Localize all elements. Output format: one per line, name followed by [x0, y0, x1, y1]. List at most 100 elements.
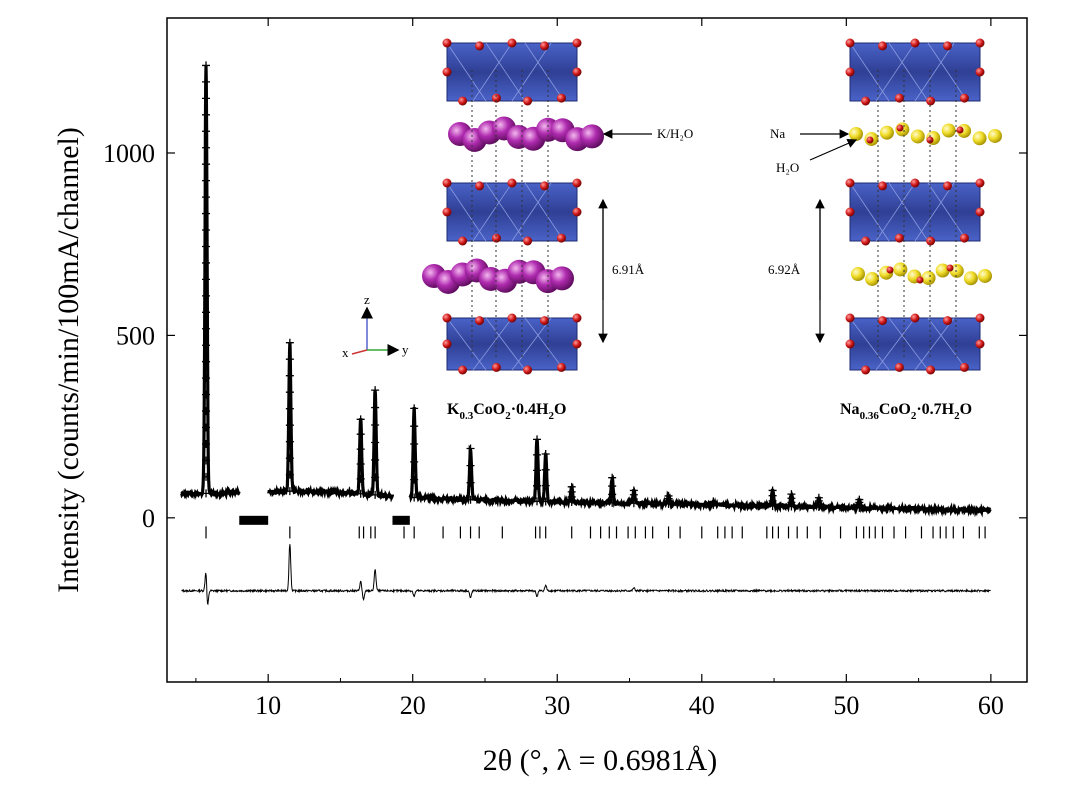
water-oxygen-atom — [916, 276, 924, 284]
structure-inset-left: K/H₂O 6.91Å K0.3CoO2·0.4H2O — [422, 38, 693, 422]
peak-marker — [371, 438, 380, 447]
x-tick-label: 30 — [544, 691, 570, 720]
x-axis-ticks: 10 20 30 40 50 60 — [195, 18, 1004, 720]
intercalant-atom — [921, 270, 936, 285]
peak-marker — [371, 455, 380, 464]
peak-marker — [371, 386, 380, 395]
peak-marker — [202, 209, 211, 218]
peak-marker — [202, 324, 211, 333]
formula-right: Na0.36CoO2·0.7H2O — [840, 401, 972, 422]
structure-inset-right: Na H₂O 6.92Å Na0.36CoO2·0.7H2O — [768, 38, 1002, 422]
peak-marker — [356, 430, 365, 439]
cobalt-oxide-slab — [442, 313, 582, 375]
peak-marker — [202, 341, 211, 350]
peak-marker — [466, 478, 475, 487]
reflection-markers — [205, 526, 986, 539]
peak-marker — [541, 449, 550, 458]
peak-marker — [567, 482, 576, 491]
y-axis-ticks: 0 500 1000 — [103, 139, 1027, 533]
peak-marker — [356, 445, 365, 454]
peak-marker — [410, 404, 419, 413]
cobalt-oxide-slab — [442, 178, 582, 246]
peak-marker — [814, 493, 823, 502]
peak-marker — [202, 160, 211, 169]
water-oxygen-atom — [946, 264, 954, 272]
peak-marker — [285, 388, 294, 397]
intercalant-atom — [851, 267, 865, 281]
peak-marker — [356, 489, 365, 498]
peak-marker — [202, 176, 211, 185]
peak-marker — [608, 473, 617, 482]
x-axis-title: 2θ (°, λ = 0.6981Å) — [483, 744, 717, 777]
dashed-guides-left — [471, 70, 549, 360]
intercalant-label-left: K/H₂O — [657, 126, 693, 141]
peak-marker — [466, 444, 475, 453]
peak-marker — [285, 371, 294, 380]
peak-marker — [533, 497, 542, 506]
peak-marker — [202, 291, 211, 300]
peak-marker — [202, 423, 211, 432]
intercalant-atom — [893, 262, 908, 277]
intercalant-atom — [849, 127, 863, 141]
spacing-label-left: 6.91Å — [612, 262, 645, 277]
peak-marker — [202, 357, 211, 366]
peak-marker — [533, 466, 542, 475]
peak-marker — [371, 490, 380, 499]
peak-marker — [202, 110, 211, 119]
peak-marker — [202, 127, 211, 136]
intercalant-atom — [978, 268, 992, 283]
peak-marker — [855, 495, 864, 504]
peak-marker — [285, 338, 294, 347]
x-tick-label: 60 — [978, 691, 1004, 720]
peak-marker — [533, 435, 542, 444]
peak-marker — [285, 355, 294, 364]
peak-marker — [285, 421, 294, 430]
peak-marker — [709, 497, 718, 506]
peak-marker — [608, 482, 617, 491]
peak-marker — [371, 421, 380, 430]
peak-marker — [410, 493, 419, 502]
cobalt-oxide-layers — [845, 38, 985, 375]
peak-marker — [371, 473, 380, 482]
peak-marker — [356, 474, 365, 483]
intercalant-atom — [935, 263, 950, 278]
peak-marker — [202, 226, 211, 235]
peak-marker — [410, 475, 419, 484]
peak-marker — [285, 437, 294, 446]
intercalant-atom — [941, 123, 956, 138]
observed-pattern — [180, 61, 992, 525]
cobalt-oxide-slab — [845, 178, 985, 246]
excluded-region — [392, 515, 410, 525]
intercalant-atom — [550, 266, 574, 291]
intercalant-atom — [580, 124, 604, 149]
peak-marker — [285, 404, 294, 413]
peak-marker — [202, 94, 211, 103]
water-oxygen-atom — [896, 124, 904, 132]
peak-marker — [285, 487, 294, 496]
cobalt-oxide-slab — [845, 38, 985, 106]
intercalant-atom — [910, 129, 925, 144]
triad-z-label: z — [364, 292, 370, 307]
water-arrow — [809, 138, 858, 161]
peak-marker — [466, 461, 475, 470]
peak-marker — [202, 193, 211, 202]
x-tick-label: 50 — [833, 691, 859, 720]
peak-marker — [787, 490, 796, 499]
peak-marker — [202, 308, 211, 317]
formula-left: K0.3CoO2·0.4H2O — [447, 401, 566, 422]
peak-marker — [202, 61, 211, 70]
sodium-label: Na — [770, 126, 785, 141]
peak-marker — [768, 486, 777, 495]
peak-marker — [664, 491, 673, 500]
intercalant-atom — [963, 271, 978, 286]
peak-marker — [202, 472, 211, 481]
x-tick-label: 20 — [400, 691, 426, 720]
peak-marker — [533, 481, 542, 490]
y-tick-label: 0 — [142, 504, 155, 533]
cobalt-oxide-slab — [845, 313, 985, 375]
peak-marker — [410, 457, 419, 466]
peak-marker — [371, 403, 380, 412]
peak-marker — [356, 459, 365, 468]
excluded-region — [239, 515, 269, 525]
